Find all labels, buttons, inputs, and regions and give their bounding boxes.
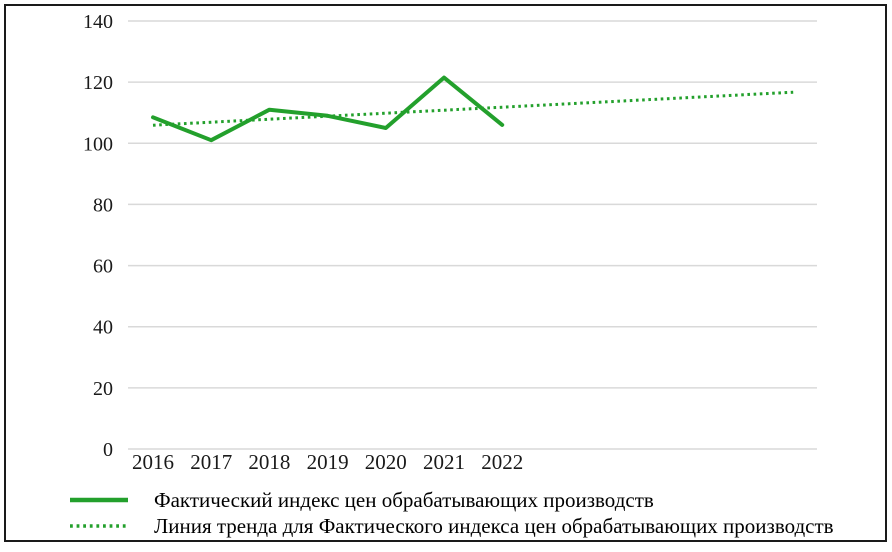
x-axis-tick-label-2022: 2022: [481, 450, 523, 474]
x-axis-tick-label-2021: 2021: [423, 450, 465, 474]
y-axis-tick-label-140: 140: [83, 11, 113, 33]
y-axis-tick-label-40: 40: [93, 317, 113, 339]
y-axis-tick-label-0: 0: [103, 439, 113, 461]
x-axis-tick-label-2018: 2018: [248, 450, 290, 474]
legend-label-actual-index: Фактический индекс цен обрабатывающих пр…: [154, 488, 654, 512]
legend-dotted-line-swatch: [70, 524, 128, 528]
x-axis-tick-label-2016: 2016: [132, 450, 174, 474]
legend-label-trend-line: Линия тренда для Фактического индекса це…: [154, 514, 834, 538]
trend-line-series: [152, 90, 794, 127]
x-axis-tick-label-2017: 2017: [190, 450, 232, 474]
legend-item-actual-index: Фактический индекс цен обрабатывающих пр…: [68, 487, 834, 513]
y-axis-tick-label-80: 80: [93, 194, 113, 216]
actual-index-line-series: [151, 75, 505, 143]
legend-solid-line-swatch: [70, 497, 128, 503]
y-axis-tick-label-100: 100: [83, 133, 113, 155]
y-axis-tick-label-20: 20: [93, 378, 113, 400]
chart-legend: Фактический индекс цен обрабатывающих пр…: [68, 487, 834, 539]
x-axis-tick-label-2020: 2020: [365, 450, 407, 474]
y-axis-tick-label-120: 120: [83, 72, 113, 94]
y-axis-tick-label-60: 60: [93, 256, 113, 278]
x-axis-tick-label-2019: 2019: [307, 450, 349, 474]
legend-item-trend-line: Линия тренда для Фактического индекса це…: [68, 513, 834, 539]
